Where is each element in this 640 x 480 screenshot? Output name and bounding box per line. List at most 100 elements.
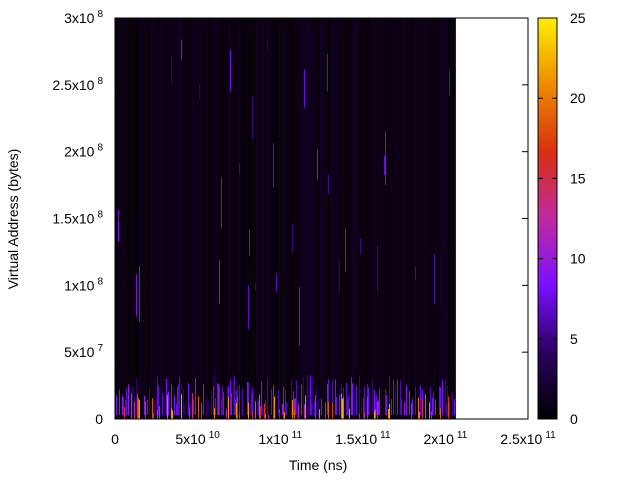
heatmap-column xyxy=(265,18,266,419)
heatmap-column xyxy=(206,18,207,419)
heatmap-column xyxy=(214,18,215,419)
heatmap-cell xyxy=(257,397,258,415)
heatmap-cell xyxy=(293,391,294,415)
heatmap-column xyxy=(306,18,307,419)
heatmap-cell xyxy=(230,379,231,415)
heatmap-cell xyxy=(446,404,447,415)
heatmap-column xyxy=(129,18,130,419)
heatmap-column xyxy=(163,18,164,419)
heatmap-cell xyxy=(179,377,180,415)
heatmap-column xyxy=(175,18,176,419)
heatmap-cell xyxy=(119,389,120,415)
heatmap-cell xyxy=(447,385,448,415)
heatmap-column xyxy=(270,18,271,419)
heatmap-cell xyxy=(131,393,133,419)
heatmap-cell xyxy=(439,386,440,415)
heatmap-column xyxy=(315,18,316,419)
heatmap-cell xyxy=(124,406,126,419)
heatmap-cell xyxy=(356,385,357,415)
heatmap-cell xyxy=(389,403,391,419)
heatmap-column xyxy=(415,18,416,419)
heatmap-column xyxy=(383,18,384,419)
heatmap-column xyxy=(136,18,137,419)
heatmap-column xyxy=(164,18,165,419)
tick-label: 2.5x10 8 xyxy=(52,76,103,93)
heatmap-column xyxy=(354,18,355,419)
heatmap-column xyxy=(329,18,330,419)
heatmap-cell xyxy=(201,402,203,419)
heatmap-column xyxy=(291,18,292,419)
heatmap-cell xyxy=(305,395,307,419)
heatmap-column xyxy=(326,18,327,419)
heatmap-column xyxy=(313,18,314,419)
heatmap-column xyxy=(245,18,246,419)
heatmap-column xyxy=(335,18,336,419)
heatmap-column xyxy=(189,18,190,419)
heatmap-column xyxy=(453,18,454,419)
heatmap-cell xyxy=(310,375,311,415)
heatmap-column xyxy=(187,18,188,419)
heatmap-cell xyxy=(411,402,413,419)
heatmap-column xyxy=(403,18,404,419)
heatmap-column xyxy=(371,18,372,419)
heatmap-cell xyxy=(339,259,340,294)
heatmap-cell xyxy=(159,405,161,419)
heatmap-column xyxy=(430,18,431,419)
heatmap-cell xyxy=(327,384,328,415)
heatmap-column xyxy=(353,18,354,419)
heatmap-cell xyxy=(153,400,154,415)
heatmap-cell xyxy=(409,390,410,415)
heatmap-column xyxy=(194,18,195,419)
tick-label: 5x10 10 xyxy=(175,430,220,447)
heatmap-cell xyxy=(372,379,373,415)
heatmap-column xyxy=(452,18,453,419)
heatmap-column xyxy=(177,18,178,419)
heatmap-column xyxy=(174,18,175,419)
heatmap-cell xyxy=(301,384,302,415)
heatmap-column xyxy=(387,18,388,419)
heatmap-column xyxy=(154,18,155,419)
heatmap-cell xyxy=(389,376,390,415)
heatmap-cell xyxy=(157,410,159,419)
tick-label: 2x10 8 xyxy=(64,143,103,160)
heatmap-column xyxy=(216,18,217,419)
heatmap-column xyxy=(232,18,233,419)
heatmap-column xyxy=(362,18,363,419)
heatmap-cell xyxy=(335,379,336,415)
heatmap-cell xyxy=(321,398,322,415)
heatmap-column xyxy=(320,18,321,419)
heatmap-cell xyxy=(377,401,379,419)
heatmap-cell xyxy=(449,69,450,96)
heatmap-cell xyxy=(274,396,276,419)
heatmap-column xyxy=(280,18,281,419)
heatmap-column xyxy=(301,18,302,419)
heatmap-cell xyxy=(340,387,341,415)
heatmap-cell xyxy=(251,393,252,415)
heatmap-column xyxy=(179,18,180,419)
heatmap-cell xyxy=(275,385,276,415)
heatmap-cell xyxy=(314,401,315,415)
heatmap-column xyxy=(351,18,352,419)
heatmap-column xyxy=(132,18,133,419)
heatmap-cell xyxy=(154,400,155,415)
heatmap-column xyxy=(369,18,370,419)
heatmap-cell xyxy=(412,398,413,415)
heatmap-cell xyxy=(234,375,235,415)
heatmap-cell xyxy=(215,397,216,415)
heatmap-column xyxy=(207,18,208,419)
heatmap-cell xyxy=(292,400,294,419)
heatmap-column xyxy=(176,18,177,419)
heatmap-column xyxy=(170,18,171,419)
heatmap-cell xyxy=(166,378,167,415)
heatmap-column xyxy=(342,18,343,419)
heatmap-column xyxy=(147,18,148,419)
heatmap-cell xyxy=(401,398,402,415)
heatmap-column xyxy=(178,18,179,419)
heatmap-column xyxy=(376,18,377,419)
heatmap-column xyxy=(393,18,394,419)
heatmap-column xyxy=(360,18,361,419)
heatmap-column xyxy=(150,18,151,419)
heatmap-column xyxy=(400,18,401,419)
heatmap-column xyxy=(235,18,236,419)
heatmap-column xyxy=(378,18,379,419)
